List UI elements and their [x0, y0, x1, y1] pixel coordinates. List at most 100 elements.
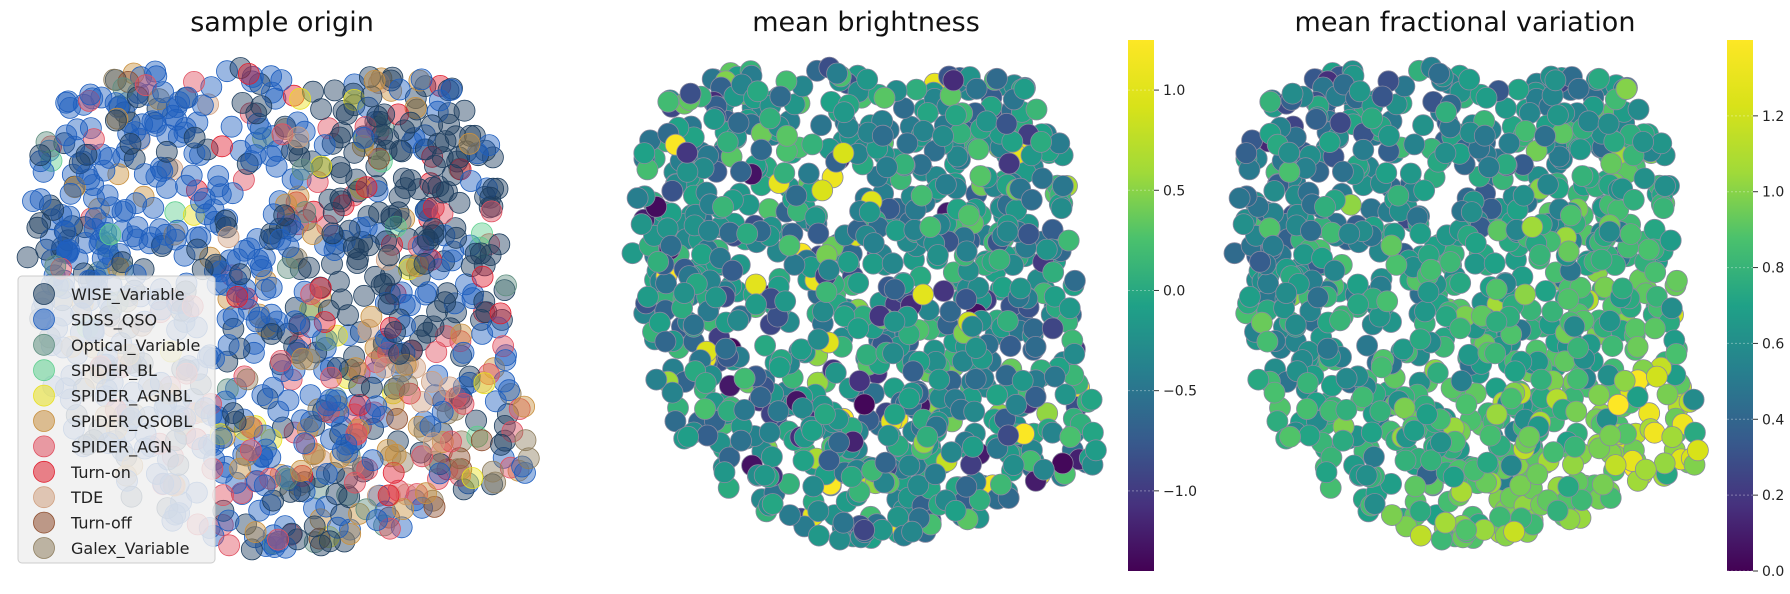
point-spider-agn: [444, 386, 467, 409]
point-fractional-variation: [1626, 335, 1649, 358]
point-wise-variable: [371, 124, 394, 146]
point-sdss-qso: [411, 496, 433, 519]
point-brightness: [1024, 386, 1047, 408]
point-galex-variable: [514, 429, 537, 452]
point-wise-variable: [422, 217, 445, 240]
point-wise-variable: [458, 365, 481, 388]
point-spider-agn: [425, 341, 448, 364]
point-wise-variable: [438, 113, 461, 136]
point-fractional-variation: [1560, 204, 1582, 227]
point-fractional-variation: [1351, 386, 1374, 409]
point-brightness: [630, 213, 653, 236]
point-spider-qsobl: [405, 255, 428, 277]
panel3-title: mean fractional variation: [1295, 7, 1636, 38]
point-spider-qsobl: [393, 207, 416, 230]
point-fractional-variation: [1455, 393, 1478, 416]
point-spider-agn: [344, 471, 366, 494]
point-spider-qsobl: [254, 270, 277, 292]
point-brightness: [810, 114, 832, 137]
point-wise-variable: [427, 132, 450, 155]
point-fractional-variation: [1275, 282, 1298, 304]
point-tde: [422, 432, 445, 455]
point-spider-agn: [320, 366, 343, 389]
point-brightness: [940, 441, 963, 464]
point-spider-qsobl: [291, 347, 314, 370]
point-fractional-variation: [1604, 454, 1627, 477]
point-optical-variable: [315, 329, 338, 351]
point-fractional-variation: [1534, 125, 1556, 148]
point-brightness: [998, 152, 1021, 175]
point-fractional-variation: [1542, 441, 1565, 464]
point-wise-variable: [465, 409, 488, 432]
point-fractional-variation: [1332, 160, 1354, 183]
point-wise-variable: [16, 246, 39, 269]
point-brightness: [958, 204, 980, 227]
point-sdss-qso: [140, 226, 163, 249]
point-fractional-variation: [1296, 372, 1319, 394]
point-fractional-variation: [1380, 234, 1403, 257]
point-fractional-variation: [1503, 520, 1525, 543]
point-fractional-variation: [1458, 343, 1480, 366]
point-sdss-qso: [299, 316, 322, 339]
point-spider-agn: [78, 90, 100, 112]
point-fractional-variation: [1483, 252, 1506, 275]
point-galex-variable: [517, 447, 540, 470]
point-wise-variable: [445, 226, 468, 249]
point-brightness: [676, 141, 698, 164]
point-fractional-variation: [1588, 67, 1610, 90]
point-brightness: [1024, 335, 1047, 358]
point-galex-variable: [396, 374, 419, 397]
point-fractional-variation: [1363, 445, 1385, 468]
point-sdss-qso: [200, 76, 223, 98]
point-brightness: [837, 251, 860, 273]
point-brightness: [801, 133, 824, 156]
point-optical-variable: [275, 467, 298, 490]
point-sdss-qso: [32, 160, 55, 183]
point-wise-variable: [387, 201, 410, 224]
point-sdss-qso: [416, 246, 439, 269]
point-brightness: [832, 511, 855, 534]
point-sdss-qso: [433, 224, 456, 247]
point-spider-agn: [230, 482, 253, 505]
point-wise-variable: [392, 167, 415, 190]
point-sdss-qso: [255, 438, 277, 461]
point-brightness: [703, 108, 726, 130]
point-brightness: [1011, 369, 1034, 392]
point-brightness: [673, 282, 696, 304]
point-brightness: [1063, 343, 1086, 365]
point-brightness: [807, 328, 830, 351]
point-sdss-qso: [366, 180, 389, 203]
point-sdss-qso: [393, 293, 416, 316]
point-brightness: [932, 280, 955, 302]
point-sdss-qso: [270, 69, 293, 91]
point-fractional-variation: [1430, 431, 1452, 454]
point-fractional-variation: [1426, 361, 1449, 384]
point-brightness: [633, 142, 656, 165]
point-spider-qsobl: [199, 246, 222, 269]
point-brightness: [791, 397, 814, 420]
point-fractional-variation: [1682, 388, 1705, 411]
point-sdss-qso: [355, 216, 378, 239]
point-fractional-variation: [1598, 220, 1621, 243]
point-wise-variable: [422, 224, 445, 247]
point-wise-variable: [273, 204, 296, 227]
point-wise-variable: [310, 156, 333, 179]
point-wise-variable: [452, 478, 475, 501]
point-spider-agn: [267, 528, 289, 551]
point-fractional-variation: [1266, 410, 1289, 433]
point-sdss-qso: [264, 87, 287, 110]
point-fractional-variation: [1259, 90, 1282, 113]
point-optical-variable: [294, 201, 317, 223]
point-galex-variable: [481, 460, 504, 483]
point-fractional-variation: [1460, 201, 1483, 224]
point-fractional-variation: [1410, 524, 1432, 547]
point-fractional-variation: [1529, 244, 1551, 266]
point-turn-off: [423, 495, 446, 518]
point-turn-on: [302, 200, 325, 223]
point-spider-qsobl: [290, 459, 313, 482]
point-fractional-variation: [1363, 493, 1386, 515]
point-spider-agn: [218, 534, 241, 557]
point-fractional-variation: [1521, 216, 1544, 238]
point-spider-qsobl: [360, 305, 383, 328]
point-sdss-qso: [225, 377, 248, 400]
